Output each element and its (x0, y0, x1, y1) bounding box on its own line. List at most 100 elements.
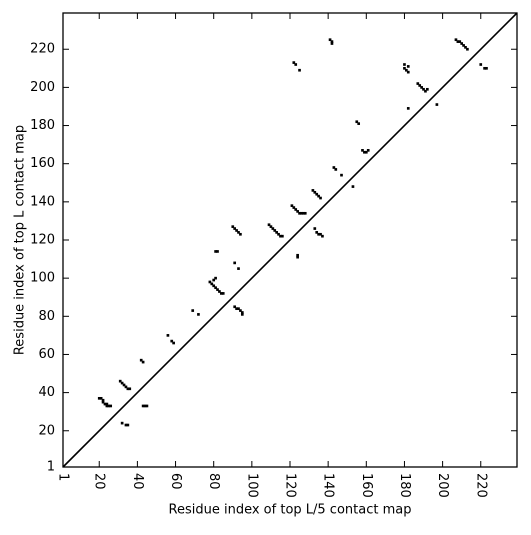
contact (197, 313, 200, 316)
contact (296, 253, 299, 257)
contact (97, 396, 101, 400)
contact (406, 107, 410, 110)
contact (170, 339, 174, 343)
contact (334, 168, 338, 171)
contact (103, 402, 107, 406)
contact (364, 150, 368, 154)
contact (277, 232, 280, 236)
contact (216, 250, 219, 253)
contact (426, 87, 429, 91)
contact (105, 402, 109, 406)
contact (292, 206, 296, 209)
contact (298, 68, 301, 72)
contact (141, 360, 145, 364)
x-tick-label: 200 (435, 473, 450, 498)
contact (237, 231, 240, 234)
x-tick-label: 40 (130, 473, 145, 490)
plot-frame (62, 12, 518, 468)
contact (139, 358, 143, 362)
contact (403, 66, 406, 70)
contact (406, 70, 410, 74)
x-tick-label: 120 (283, 473, 298, 498)
contact (406, 65, 410, 68)
contact (172, 341, 175, 345)
contact (120, 421, 124, 425)
contact (214, 286, 217, 290)
contact (166, 334, 170, 337)
y-tick-label: 60 (38, 347, 55, 362)
contact (464, 46, 467, 49)
contact (294, 63, 298, 66)
contact (319, 196, 322, 200)
contact (317, 194, 320, 198)
contact (214, 250, 217, 253)
contact (416, 82, 420, 85)
contact (311, 189, 315, 192)
y-tick-label: 200 (30, 80, 55, 95)
contact (292, 61, 296, 64)
contact (233, 305, 237, 309)
contact (122, 383, 126, 387)
contact (273, 229, 277, 232)
x-tick-label: 180 (397, 473, 412, 498)
contact (191, 309, 195, 312)
y-tick-label: 140 (30, 194, 55, 209)
y-tick-label: 40 (38, 385, 55, 400)
contact (101, 400, 105, 404)
contact (422, 87, 425, 91)
x-tick-label: 1 (56, 473, 71, 481)
contact (279, 234, 282, 238)
contact (143, 404, 147, 408)
contact (275, 231, 278, 234)
contact (101, 398, 105, 402)
contact (454, 38, 458, 42)
contact (328, 38, 332, 42)
contact (313, 190, 317, 194)
contact (458, 40, 462, 43)
y-tick-label: 180 (30, 118, 55, 133)
contact (233, 227, 237, 230)
y-tick-label: 80 (38, 309, 55, 324)
x-tick-label: 60 (168, 473, 183, 490)
contact (294, 208, 298, 211)
contact (141, 404, 145, 408)
contact (456, 40, 460, 43)
contact (435, 103, 439, 106)
contact (99, 396, 103, 400)
contact (313, 227, 317, 230)
contact (462, 44, 465, 47)
diagonal-line (62, 12, 518, 468)
contact (321, 234, 324, 238)
contact (340, 173, 343, 177)
contact (330, 40, 334, 43)
contact (239, 232, 242, 236)
contact (420, 86, 423, 89)
contact (237, 267, 240, 270)
contact (219, 292, 223, 295)
y-tick-label: 20 (38, 423, 55, 438)
contact (212, 284, 216, 288)
x-tick-label: 80 (206, 473, 221, 490)
contact (403, 63, 406, 66)
contact (319, 232, 322, 236)
contact (120, 381, 124, 385)
contact (212, 278, 216, 282)
y-tick-label: 220 (30, 42, 55, 57)
contact (479, 63, 483, 66)
contact (235, 307, 238, 311)
contact (303, 211, 307, 215)
contact (302, 211, 305, 215)
contact (240, 311, 244, 314)
contact (126, 423, 130, 427)
contact (418, 84, 422, 87)
contact (231, 225, 235, 228)
contact (271, 227, 275, 230)
contact (405, 68, 408, 72)
y-axis-label: Residue index of top L contact map (13, 125, 28, 355)
contact (128, 387, 132, 391)
contact (124, 385, 128, 389)
contact (237, 307, 240, 311)
contact (315, 231, 319, 234)
contact (105, 404, 109, 408)
